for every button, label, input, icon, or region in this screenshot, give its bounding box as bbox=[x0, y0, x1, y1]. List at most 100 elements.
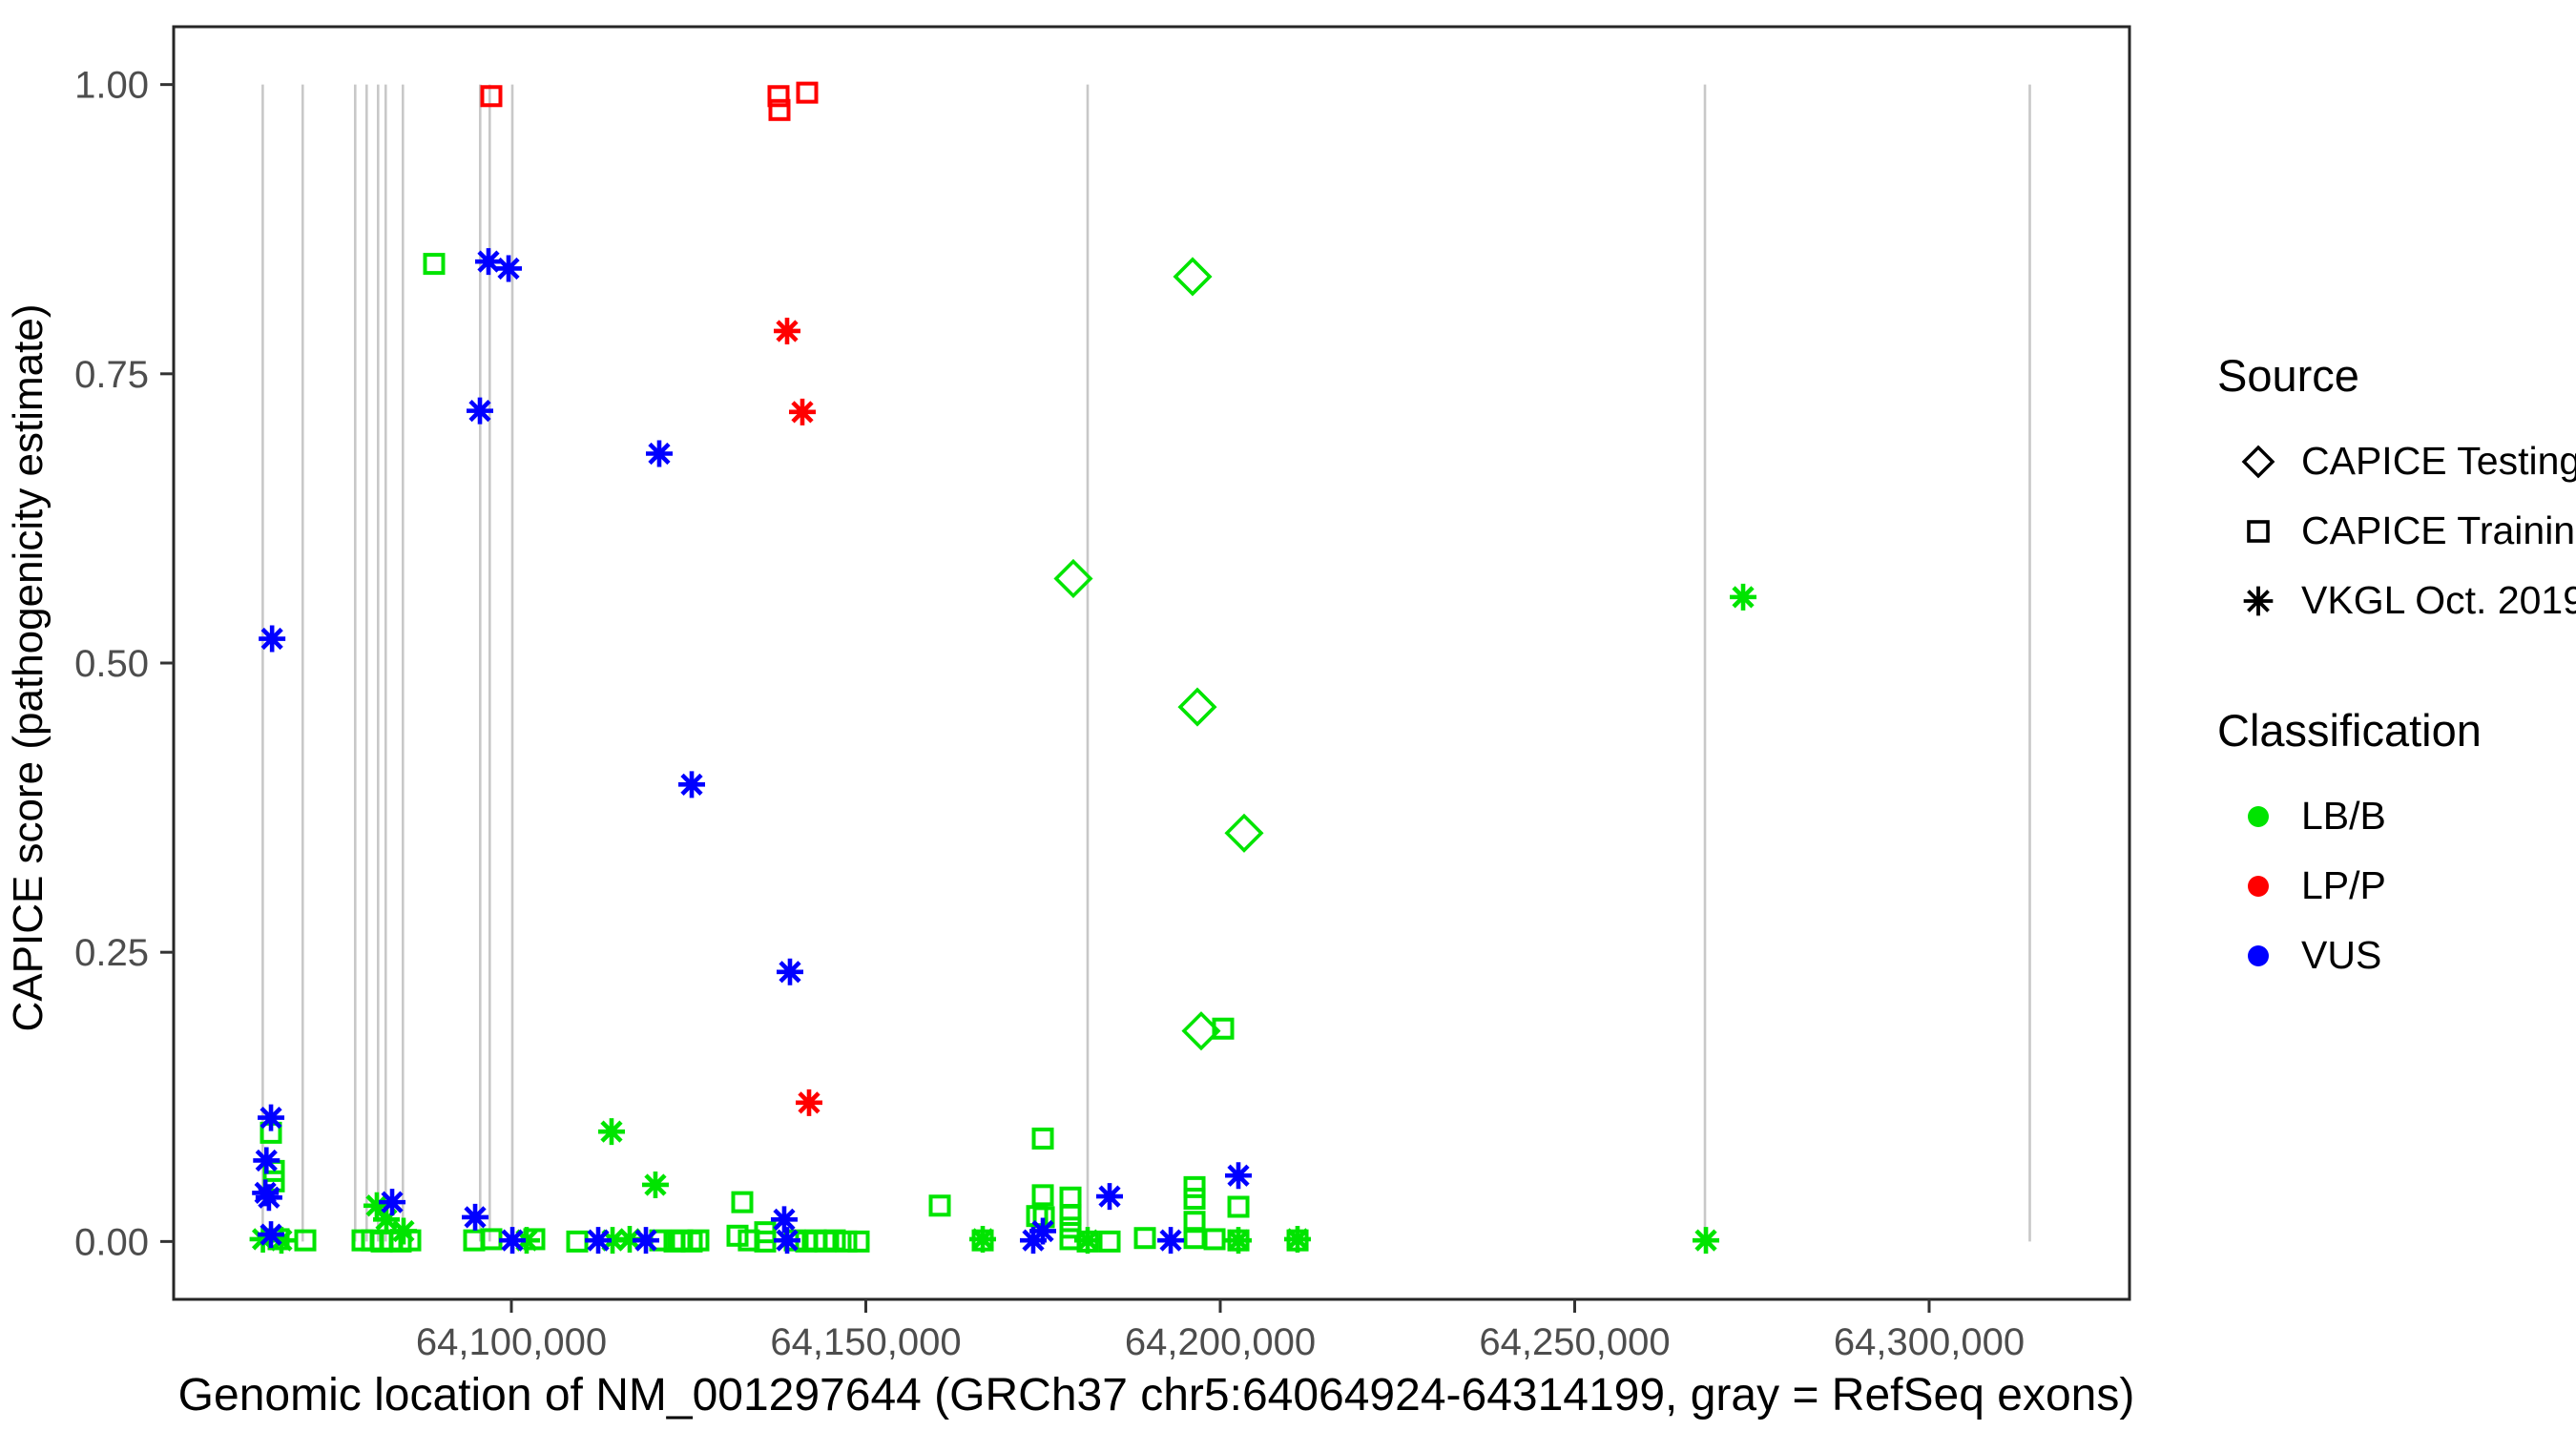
data-point-square bbox=[1031, 1127, 1054, 1150]
data-point-asterisk bbox=[495, 255, 523, 282]
data-point-asterisk bbox=[1225, 1227, 1253, 1255]
data-point-square bbox=[796, 81, 819, 104]
refseq-exon-lines bbox=[261, 84, 2031, 1242]
data-point-asterisk bbox=[1693, 1227, 1720, 1255]
data-point-asterisk bbox=[389, 1217, 417, 1245]
data-point-square bbox=[423, 253, 446, 276]
series-asterisk-lpp bbox=[773, 317, 822, 1116]
data-point-diamond bbox=[1173, 257, 1213, 297]
data-point-square bbox=[1098, 1230, 1121, 1253]
data-point-asterisk bbox=[1730, 583, 1757, 611]
series-square-lpp bbox=[480, 81, 819, 121]
legend-item-label: VUS bbox=[2301, 933, 2382, 977]
data-point-square bbox=[566, 1230, 589, 1253]
legend-item-lpp: LP/P bbox=[2212, 851, 2576, 921]
data-point-diamond bbox=[1224, 813, 1264, 853]
data-point-asterisk bbox=[373, 1206, 401, 1234]
blue-dot-icon bbox=[2236, 942, 2280, 970]
legend-source-title: Source bbox=[2217, 350, 2359, 401]
square-icon bbox=[2236, 510, 2280, 552]
legend-item-capice-training: CAPICE Training bbox=[2212, 496, 2576, 566]
y-tick-label: 0.25 bbox=[74, 932, 149, 974]
series-diamond-lbb bbox=[1053, 257, 1264, 1051]
data-point-asterisk bbox=[249, 1225, 277, 1253]
data-point-asterisk bbox=[258, 1221, 285, 1249]
data-point-asterisk bbox=[641, 1171, 669, 1198]
data-point-asterisk bbox=[379, 1189, 406, 1216]
data-point-asterisk bbox=[795, 1089, 822, 1116]
data-point-square bbox=[1227, 1195, 1250, 1218]
data-point-asterisk bbox=[255, 1184, 282, 1212]
legend-item-label: VKGL Oct. 2019 bbox=[2301, 578, 2576, 622]
data-point-asterisk bbox=[585, 1227, 613, 1255]
data-point-asterisk bbox=[259, 625, 286, 653]
data-point-asterisk bbox=[267, 1227, 295, 1255]
data-point-asterisk bbox=[1029, 1217, 1057, 1245]
data-point-square bbox=[294, 1229, 317, 1252]
data-point-diamond bbox=[1053, 558, 1093, 599]
data-point-asterisk bbox=[599, 1227, 627, 1255]
data-point-asterisk bbox=[258, 1104, 285, 1131]
data-point-asterisk bbox=[512, 1227, 540, 1255]
data-point-asterisk bbox=[788, 398, 816, 425]
x-tick-label: 64,150,000 bbox=[770, 1321, 961, 1363]
x-axis-title: Genomic location of NM_001297644 (GRCh37… bbox=[178, 1370, 2135, 1421]
data-point-asterisk bbox=[774, 1227, 801, 1255]
data-point-square bbox=[1059, 1216, 1082, 1239]
asterisk-icon bbox=[2236, 578, 2280, 624]
data-point-square bbox=[1031, 1184, 1054, 1207]
data-point-asterisk bbox=[1096, 1183, 1124, 1211]
data-point-asterisk bbox=[1073, 1227, 1101, 1255]
data-point-diamond bbox=[1181, 1011, 1221, 1051]
series-asterisk-vus bbox=[252, 248, 1253, 1255]
data-point-asterisk bbox=[776, 958, 803, 985]
series-asterisk-lbb bbox=[249, 583, 1757, 1255]
legend-item-label: LP/P bbox=[2301, 863, 2386, 907]
data-point-square bbox=[1183, 1175, 1206, 1198]
legend: Source CAPICE Testing CAPICE Training bbox=[2212, 349, 2576, 990]
data-point-asterisk bbox=[474, 248, 502, 276]
data-point-square bbox=[1059, 1203, 1082, 1226]
diamond-icon bbox=[2236, 441, 2280, 483]
legend-item-label: CAPICE Training bbox=[2301, 508, 2576, 552]
data-point-asterisk bbox=[773, 317, 800, 344]
data-point-square bbox=[847, 1230, 870, 1253]
legend-item-vkgl: VKGL Oct. 2019 bbox=[2212, 566, 2576, 635]
y-tick-label: 1.00 bbox=[74, 65, 149, 107]
x-tick-label: 64,250,000 bbox=[1479, 1321, 1670, 1363]
x-tick-label: 64,300,000 bbox=[1834, 1321, 2025, 1363]
data-point-asterisk bbox=[597, 1118, 625, 1146]
data-point-square bbox=[687, 1229, 710, 1252]
data-point-asterisk bbox=[462, 1203, 489, 1231]
data-point-square bbox=[1059, 1186, 1082, 1209]
y-axis-title: CAPICE score (pathogenicity estimate) bbox=[5, 304, 52, 1032]
data-point-square bbox=[823, 1229, 846, 1252]
data-point-square bbox=[480, 85, 503, 108]
data-point-square bbox=[835, 1230, 858, 1253]
data-point-square bbox=[731, 1191, 754, 1213]
panel-border bbox=[172, 25, 2131, 1301]
data-point-asterisk bbox=[633, 1227, 660, 1255]
legend-item-capice-testing: CAPICE Testing bbox=[2212, 426, 2576, 496]
y-tick-label: 0.75 bbox=[74, 354, 149, 396]
data-point-diamond bbox=[1177, 687, 1217, 727]
data-point-square bbox=[726, 1224, 749, 1247]
legend-item-label: CAPICE Testing bbox=[2301, 439, 2576, 483]
data-point-square bbox=[1133, 1227, 1156, 1250]
legend-item-lbb: LB/B bbox=[2212, 781, 2576, 851]
data-point-asterisk bbox=[1283, 1225, 1311, 1253]
data-point-asterisk bbox=[645, 440, 673, 467]
data-point-asterisk bbox=[1157, 1227, 1185, 1255]
data-point-asterisk bbox=[616, 1225, 644, 1253]
data-point-square bbox=[1183, 1187, 1206, 1210]
data-point-asterisk bbox=[678, 771, 706, 798]
data-point-square bbox=[768, 98, 791, 121]
red-dot-icon bbox=[2236, 872, 2280, 901]
data-point-square bbox=[767, 85, 790, 108]
data-point-square bbox=[1203, 1228, 1226, 1251]
data-point-asterisk bbox=[253, 1147, 280, 1174]
x-tick-label: 64,100,000 bbox=[416, 1321, 607, 1363]
data-point-asterisk bbox=[467, 397, 494, 425]
